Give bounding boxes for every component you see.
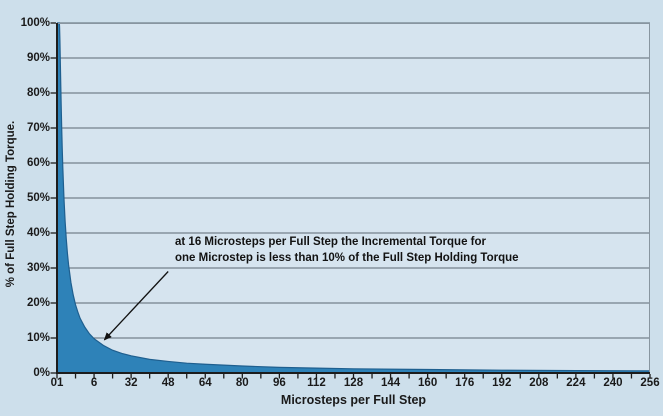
y-tick-label: 100%: [20, 17, 50, 29]
x-tick-label: 64: [198, 377, 212, 389]
x-tick-label: 176: [455, 377, 475, 389]
y-tick-label: 0%: [33, 367, 50, 379]
x-tick-label: 96: [272, 377, 286, 389]
annotation-arrow: [103, 271, 169, 341]
gridlines: [57, 22, 650, 339]
y-tick-label: 90%: [26, 52, 50, 64]
chart-svg: [50, 22, 651, 379]
x-tick-label: 160: [418, 377, 438, 389]
y-tick-label: 50%: [26, 192, 50, 204]
x-tick-label: 256: [640, 377, 660, 389]
y-axis-title: % of Full Step Holding Torque.: [5, 120, 17, 288]
x-tick-label: 01: [50, 377, 64, 389]
annotation-line-1: at 16 Microsteps per Full Step the Incre…: [175, 236, 486, 248]
torque-curve: [57, 22, 651, 372]
x-tick-label: 112: [307, 377, 326, 389]
x-tick-label: 80: [235, 377, 249, 389]
x-tick-label: 32: [124, 377, 138, 389]
x-tick-label: 224: [566, 377, 586, 389]
y-tick-label: 20%: [26, 297, 50, 309]
y-tick-label: 10%: [26, 332, 50, 344]
plot-area: [50, 22, 651, 379]
y-tick-label: 40%: [26, 227, 50, 239]
y-tick-label: 80%: [26, 87, 50, 99]
x-tick-label: 240: [603, 377, 623, 389]
axis-ticks: [50, 22, 651, 379]
y-tick-label: 70%: [26, 122, 50, 134]
x-tick-label: 48: [161, 377, 175, 389]
y-tick-label: 60%: [26, 157, 50, 169]
x-axis-title: Microsteps per Full Step: [280, 393, 427, 407]
annotation-text: at 16 Microsteps per Full Step the Incre…: [175, 234, 519, 266]
x-tick-label: 6: [90, 377, 98, 389]
annotation-line-2: one Microstep is less than 10% of the Fu…: [175, 252, 519, 264]
plot-frame: [56, 23, 650, 374]
x-tick-label: 208: [529, 377, 549, 389]
area-series: [57, 22, 651, 373]
x-tick-label: 192: [492, 377, 512, 389]
annotation-arrow-line: [103, 271, 169, 341]
y-tick-label: 30%: [26, 262, 50, 274]
x-tick-label: 128: [343, 377, 364, 389]
x-tick-label: 144: [380, 377, 401, 389]
